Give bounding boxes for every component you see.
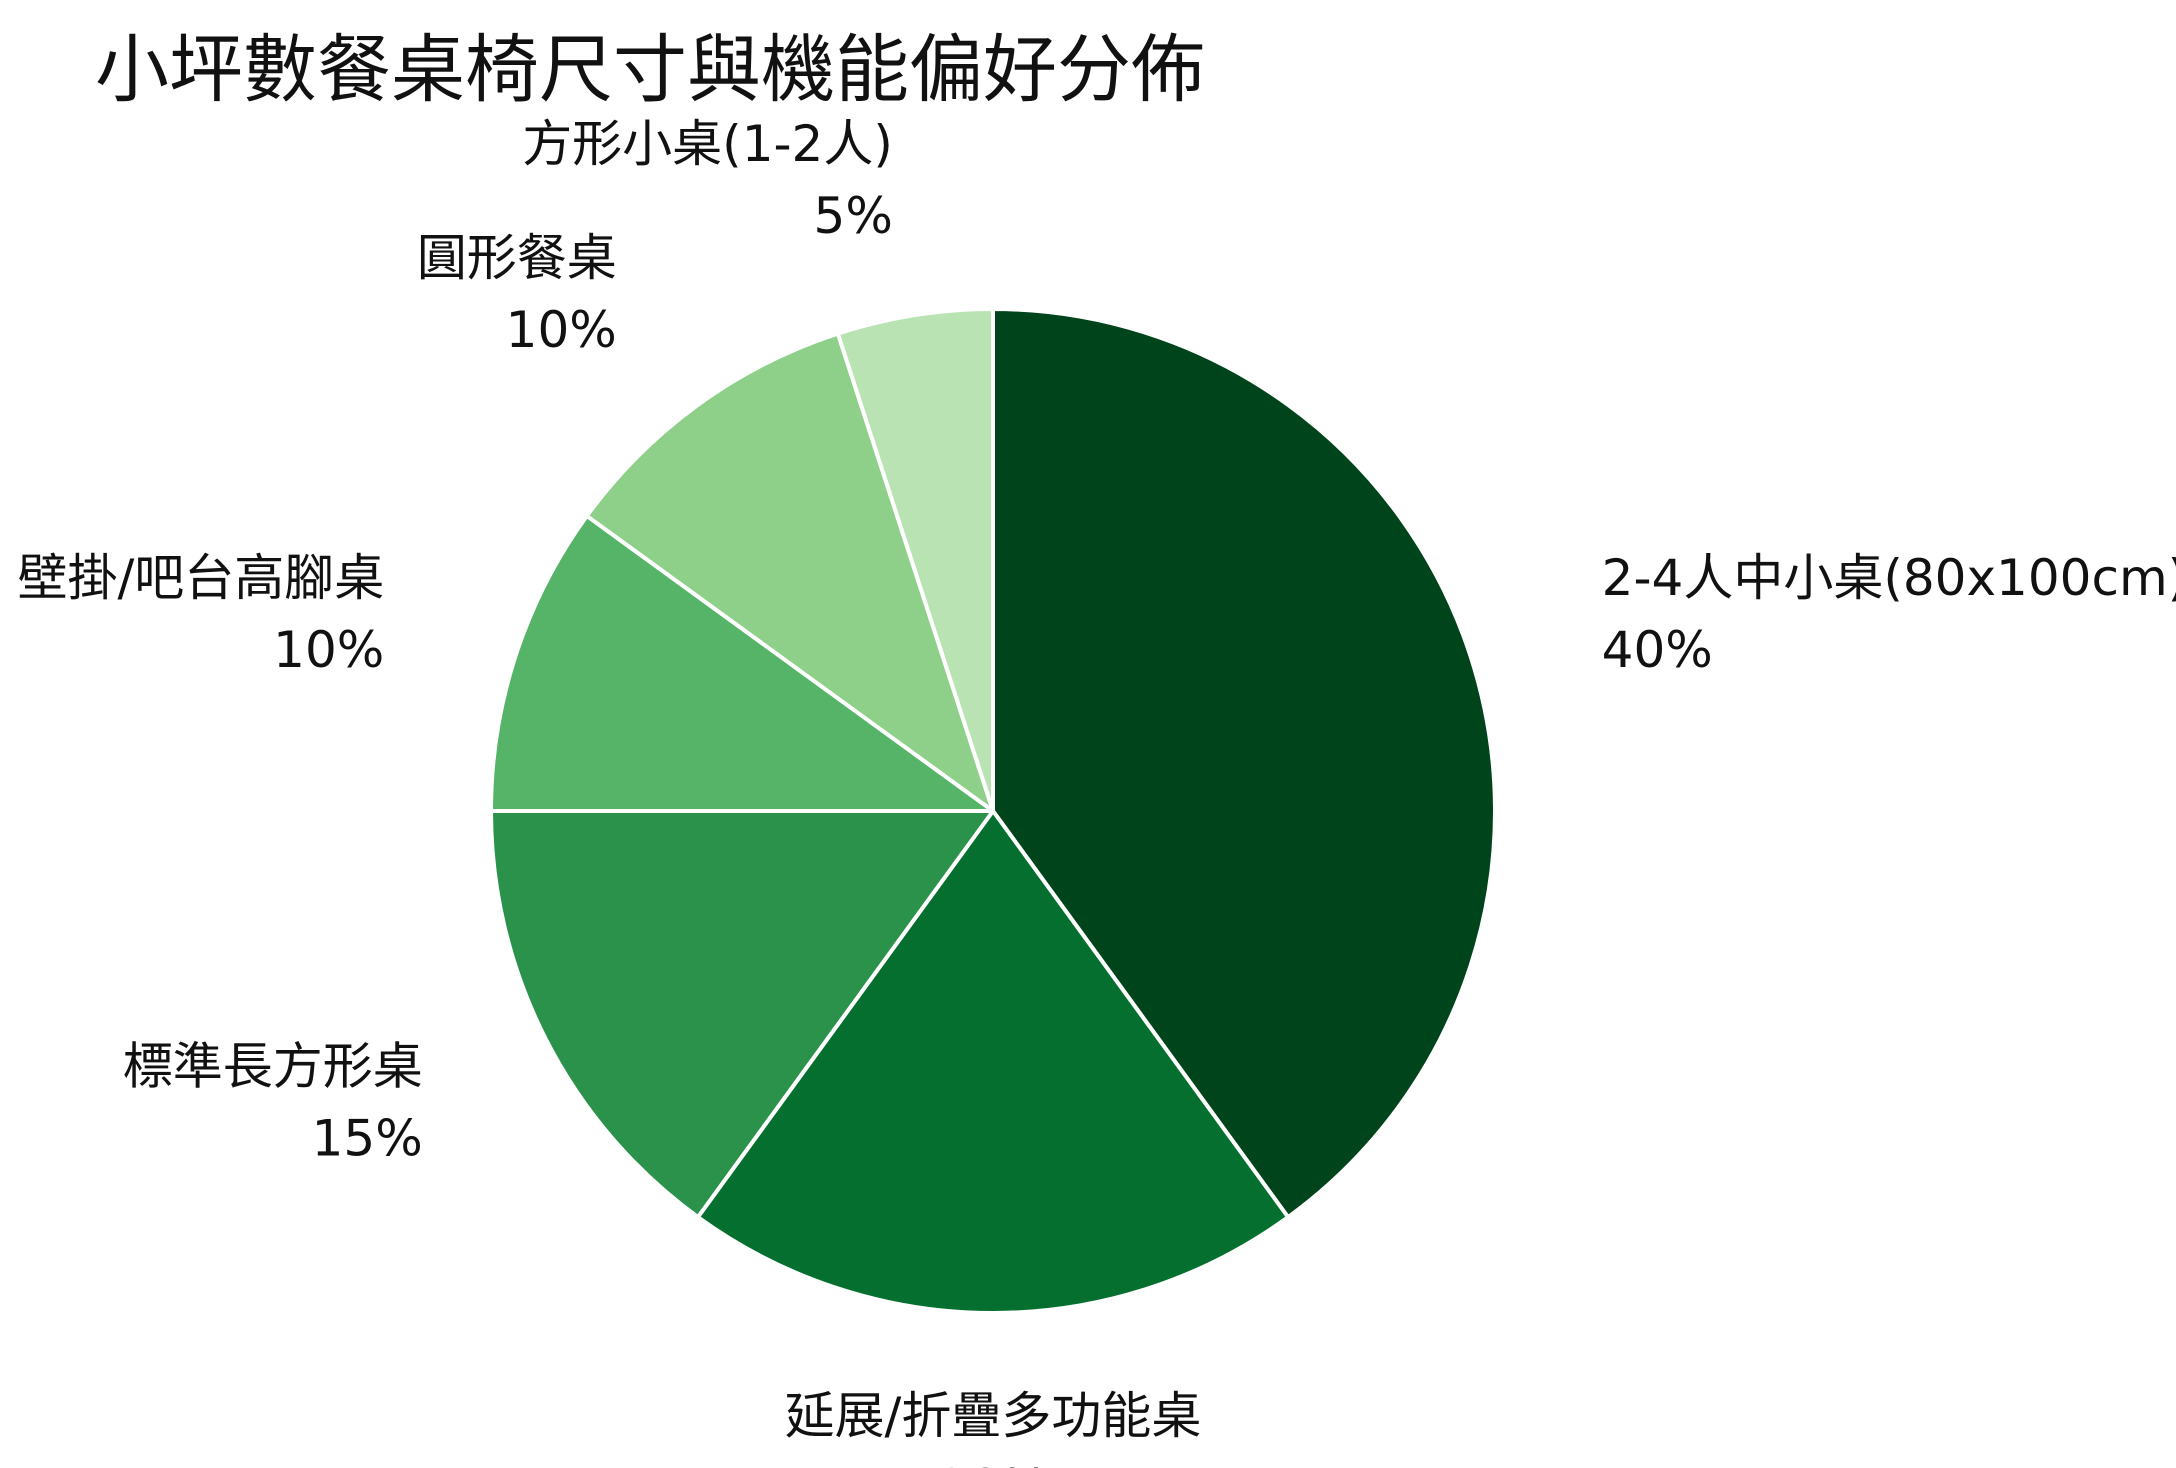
pie-slice-4	[584, 331, 995, 813]
pie-slice-5	[835, 307, 995, 813]
pie-slice-3	[489, 513, 995, 813]
slice-label-3: 壁掛/吧台高腳桌	[17, 549, 384, 607]
slice-value-label-4: 10%	[506, 301, 617, 359]
pie-slice-1	[695, 809, 1291, 1316]
slice-label-2: 標準長方形桌	[123, 1038, 423, 1096]
pie-slices	[489, 307, 1497, 1316]
chart-title: 小坪數餐桌椅尺寸與機能偏好分佈	[95, 27, 1205, 113]
slice-label-4: 圓形餐桌	[417, 229, 617, 287]
slice-value-label-1: 20%	[937, 1459, 1048, 1468]
slice-value-label-5: 5%	[814, 187, 893, 245]
slice-label-0: 2-4人中小桌(80x100cm)	[1602, 549, 2176, 607]
pie-labels: 2-4人中小桌(80x100cm) 40% 延展/折疊多功能桌 20% 標準長方形桌 15…	[17, 115, 2176, 1468]
pie-slice-0	[991, 307, 1497, 1220]
slice-label-1: 延展/折疊多功能桌	[785, 1387, 1202, 1445]
slice-value-label-3: 10%	[273, 621, 384, 679]
pie-slice-2	[489, 809, 995, 1220]
slice-value-label-2: 15%	[312, 1110, 423, 1168]
slice-label-5: 方形小桌(1-2人)	[522, 115, 893, 173]
slice-value-label-0: 40%	[1602, 621, 1713, 679]
